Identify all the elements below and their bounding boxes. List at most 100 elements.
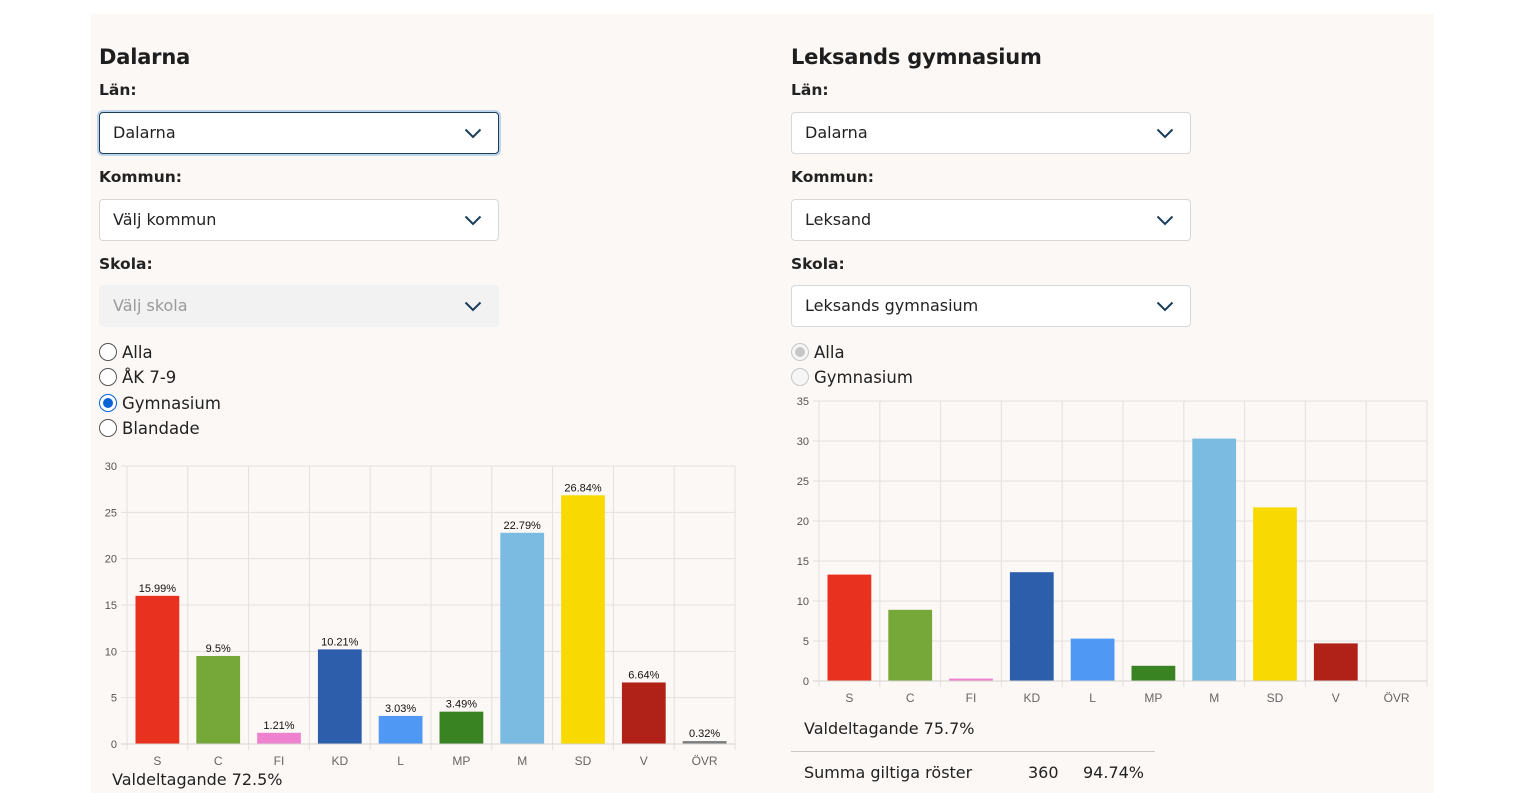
y-tick-label: 30 <box>797 436 809 448</box>
radio-button[interactable] <box>99 394 117 412</box>
data-label: 6.64% <box>628 669 659 681</box>
radio-button[interactable] <box>99 343 117 361</box>
data-label: 10.21% <box>321 636 359 648</box>
election-panel: Dalarna Län: Dalarna Kommun: Välj kommun… <box>91 14 1434 793</box>
kommun-select[interactable]: Leksand <box>791 199 1191 241</box>
bar <box>500 532 545 744</box>
lan-select-value: Dalarna <box>113 123 176 142</box>
y-tick-label: 35 <box>797 396 809 408</box>
y-tick-label: 5 <box>803 636 809 648</box>
bar <box>1009 572 1054 681</box>
x-tick-label: FI <box>966 691 977 705</box>
y-tick-label: 5 <box>111 693 117 705</box>
data-label: 15.99% <box>139 583 177 595</box>
bar <box>1070 638 1115 681</box>
radio-button <box>791 368 809 386</box>
bar <box>682 741 727 744</box>
radio-blandade[interactable]: Blandade <box>99 417 200 439</box>
school-title: Leksands gymnasium <box>791 45 1042 69</box>
radio-label: Alla <box>814 342 845 362</box>
kommun-label: Kommun: <box>791 168 874 186</box>
chevron-down-icon <box>1156 215 1174 226</box>
x-tick-label: M <box>1209 691 1219 705</box>
skola-select-value: Välj skola <box>113 296 188 315</box>
radio-label: Gymnasium <box>122 393 221 413</box>
kommun-select[interactable]: Välj kommun <box>99 199 499 241</box>
x-tick-label: C <box>214 754 223 768</box>
y-tick-label: 0 <box>111 739 117 751</box>
radio-ak7-9[interactable]: ÅK 7-9 <box>99 366 176 388</box>
kommun-label: Kommun: <box>99 168 182 186</box>
x-tick-label: S <box>153 754 161 768</box>
y-tick-label: 15 <box>797 556 809 568</box>
chevron-down-icon <box>1156 128 1174 139</box>
summa-percent: 94.74% <box>1083 763 1145 782</box>
bar <box>196 655 241 744</box>
bar <box>621 682 666 744</box>
data-label: 0.32% <box>689 728 720 740</box>
kommun-select-value: Välj kommun <box>113 210 217 229</box>
radio-alla: Alla <box>791 341 845 363</box>
radio-gymnasium: Gymnasium <box>791 366 913 388</box>
x-tick-label: C <box>906 691 915 705</box>
lan-select-value: Dalarna <box>805 123 868 142</box>
bar <box>1313 643 1358 681</box>
region-bar-chart: 0 5 10 15 20 25 30 15.99% S 9.5% C 1.21% FI 10.21% KD 3… <box>99 444 744 774</box>
y-tick-label: 20 <box>105 554 117 566</box>
bar <box>135 595 180 744</box>
chevron-down-icon <box>464 128 482 139</box>
data-label: 3.03% <box>385 703 416 715</box>
bar <box>561 495 605 744</box>
radio-button[interactable] <box>99 368 117 386</box>
lan-select[interactable]: Dalarna <box>791 112 1191 154</box>
bar <box>439 711 484 744</box>
data-label: 9.5% <box>206 643 231 655</box>
x-tick-label: S <box>845 691 853 705</box>
x-tick-label: M <box>517 754 527 768</box>
valdeltagande-text: Valdeltagande 75.7% <box>804 719 975 738</box>
skola-select[interactable]: Leksands gymnasium <box>791 285 1191 327</box>
data-label: 3.49% <box>446 699 477 711</box>
x-tick-label: ÖVR <box>1384 691 1410 705</box>
radio-gymnasium[interactable]: Gymnasium <box>99 392 221 414</box>
summa-count: 360 <box>1028 763 1059 782</box>
lan-label: Län: <box>99 81 137 99</box>
x-tick-label: V <box>640 754 648 768</box>
x-tick-label: MP <box>1144 691 1162 705</box>
y-tick-label: 10 <box>105 646 117 658</box>
radio-label: Alla <box>122 342 153 362</box>
divider <box>791 751 1155 752</box>
y-tick-label: 25 <box>105 507 117 519</box>
data-label: 1.21% <box>263 720 294 732</box>
radio-button <box>791 343 809 361</box>
data-label: 22.79% <box>504 520 542 532</box>
skola-label: Skola: <box>791 255 845 273</box>
bar <box>257 732 301 744</box>
bar <box>1253 507 1297 681</box>
y-tick-label: 15 <box>105 600 117 612</box>
bar <box>317 649 362 744</box>
chevron-down-icon <box>464 215 482 226</box>
skola-select: Välj skola <box>99 285 499 327</box>
school-bar-chart: 0 5 10 15 20 25 30 35 S C FI KD L MP M SD V ÖVR <box>791 392 1436 712</box>
y-tick-label: 10 <box>797 596 809 608</box>
radio-button[interactable] <box>99 419 117 437</box>
chevron-down-icon <box>1156 301 1174 312</box>
skola-label: Skola: <box>99 255 153 273</box>
bar <box>378 715 423 744</box>
valdeltagande-text: Valdeltagande 72.5% <box>112 770 283 789</box>
x-tick-label: SD <box>575 754 592 768</box>
radio-label: Gymnasium <box>814 367 913 387</box>
y-tick-label: 30 <box>105 461 117 473</box>
bar <box>1131 665 1176 681</box>
x-tick-label: V <box>1332 691 1340 705</box>
lan-select[interactable]: Dalarna <box>99 112 499 154</box>
x-tick-label: FI <box>274 754 285 768</box>
kommun-select-value: Leksand <box>805 210 872 229</box>
x-tick-label: ÖVR <box>692 754 718 768</box>
radio-label: Blandade <box>122 418 200 438</box>
region-title: Dalarna <box>99 45 191 69</box>
x-tick-label: L <box>397 754 404 768</box>
radio-alla[interactable]: Alla <box>99 341 153 363</box>
y-tick-label: 0 <box>803 676 809 688</box>
